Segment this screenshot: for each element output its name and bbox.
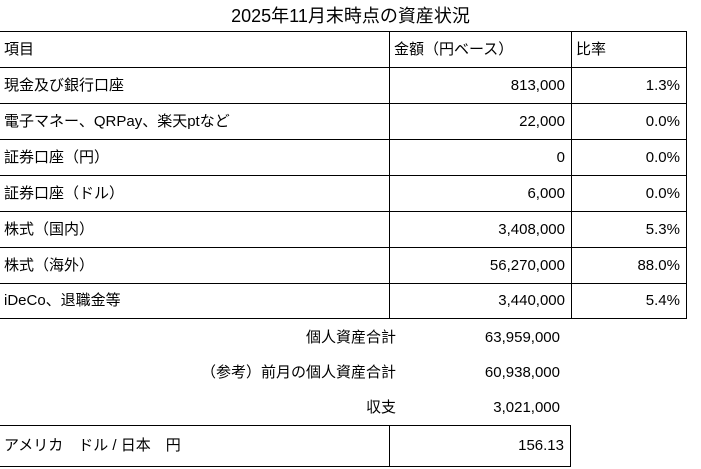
cell-amount: 3,408,000 <box>389 212 571 247</box>
cell-item: 株式（海外） <box>4 256 95 274</box>
cell-ratio: 1.3% <box>571 68 687 103</box>
cell-amount: 6,000 <box>389 176 571 211</box>
cell-amount: 813,000 <box>389 68 571 103</box>
column-header-item: 項目 <box>4 40 35 58</box>
cell-amount: 22,000 <box>389 104 571 139</box>
table-row: iDeCo、退職金等 3,440,000 5.4% <box>0 283 687 319</box>
table-row: 現金及び銀行口座 813,000 1.3% <box>0 67 687 103</box>
cell-item: 現金及び銀行口座 <box>4 76 125 94</box>
cell-amount: 56,270,000 <box>389 248 571 283</box>
cell-item: iDeCo、退職金等 <box>4 292 121 309</box>
table-row: 証券口座（円） 0 0.0% <box>0 139 687 175</box>
cell-ratio: 5.3% <box>571 212 687 247</box>
summary-value: 63,959,000 <box>484 328 560 346</box>
cell-amount: 0 <box>389 140 571 175</box>
table-row: 株式（国内） 3,408,000 5.3% <box>0 211 687 247</box>
summary-label: 収支 <box>365 398 396 416</box>
table-header-row: 項目 金額（円ベース） 比率 <box>0 31 687 67</box>
summary-label: （参考）前月の個人資産合計 <box>200 363 396 381</box>
column-header-amount: 金額（円ベース） <box>389 32 571 67</box>
summary-row-balance: 収支 3,021,000 <box>0 390 687 425</box>
summary-value: 3,021,000 <box>493 398 560 416</box>
cell-ratio: 0.0% <box>571 176 687 211</box>
column-header-ratio: 比率 <box>571 32 687 67</box>
summary-row-total: 個人資産合計 63,959,000 <box>0 320 687 355</box>
cell-item: 証券口座（円） <box>4 148 110 166</box>
cell-ratio: 0.0% <box>571 104 687 139</box>
cell-ratio: 88.0% <box>571 248 687 283</box>
summary-section: 個人資産合計 63,959,000 （参考）前月の個人資産合計 60,938,0… <box>0 320 687 425</box>
cell-item: 電子マネー、QRPay、楽天ptなど <box>4 112 230 130</box>
summary-row-previous-month: （参考）前月の個人資産合計 60,938,000 <box>0 355 687 390</box>
cell-amount: 3,440,000 <box>389 284 571 318</box>
table-row: 電子マネー、QRPay、楽天ptなど 22,000 0.0% <box>0 103 687 139</box>
fx-rate-value: 156.13 <box>389 426 570 466</box>
table-row: 株式（海外） 56,270,000 88.0% <box>0 247 687 283</box>
summary-label: 個人資産合計 <box>305 328 396 346</box>
fx-rate-row: アメリカ ドル / 日本 円 156.13 <box>0 425 571 467</box>
page-title-text: 2025年11月末時点の資産状況 <box>231 5 470 26</box>
summary-value: 60,938,000 <box>484 363 560 381</box>
page-title: 2025年11月末時点の資産状況 <box>0 0 701 31</box>
assets-table: 項目 金額（円ベース） 比率 現金及び銀行口座 813,000 1.3% 電子マ… <box>0 31 687 319</box>
table-row: 証券口座（ドル） 6,000 0.0% <box>0 175 687 211</box>
fx-rate-label: アメリカ ドル / 日本 円 <box>4 437 181 454</box>
cell-ratio: 5.4% <box>571 284 687 318</box>
cell-item: 証券口座（ドル） <box>4 184 125 202</box>
cell-item: 株式（国内） <box>4 220 95 238</box>
cell-ratio: 0.0% <box>571 140 687 175</box>
